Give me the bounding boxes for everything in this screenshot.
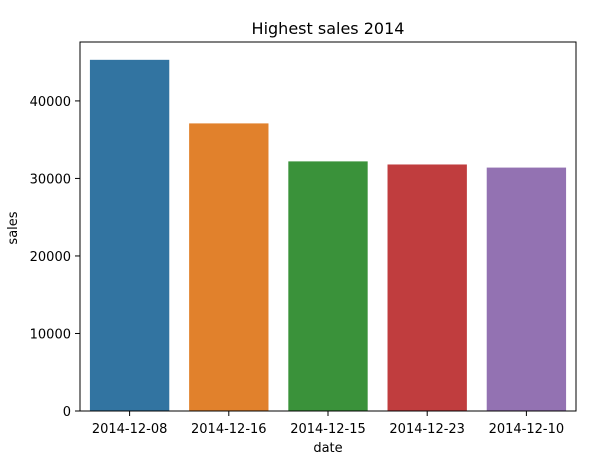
x-tick-label: 2014-12-16 [191, 422, 267, 437]
y-axis-label: sales [6, 211, 21, 244]
bars-group [89, 59, 567, 411]
x-tick-label: 2014-12-23 [389, 422, 465, 437]
y-tick-label: 20000 [30, 250, 71, 265]
bar-2014-12-23 [387, 164, 467, 411]
bar-2014-12-08 [89, 59, 170, 411]
x-axis-label: date [313, 441, 342, 456]
x-axis-ticks: 2014-12-08 2014-12-16 2014-12-15 2014-12-23… [92, 411, 564, 437]
y-tick-label: 40000 [30, 95, 71, 110]
bar-2014-12-16 [189, 123, 269, 411]
plot-frame [79, 41, 577, 412]
bar-2014-12-10 [486, 167, 567, 411]
x-tick-label: 2014-12-10 [489, 422, 565, 437]
x-tick-label: 2014-12-08 [92, 422, 168, 437]
y-axis-ticks: 0 10000 20000 30000 40000 [30, 95, 80, 420]
x-tick-label: 2014-12-15 [290, 422, 366, 437]
y-tick-label: 10000 [30, 327, 71, 342]
chart-title: Highest sales 2014 [252, 19, 405, 38]
bar-2014-12-15 [288, 161, 368, 411]
y-tick-label: 0 [63, 405, 71, 420]
y-tick-label: 30000 [30, 172, 71, 187]
